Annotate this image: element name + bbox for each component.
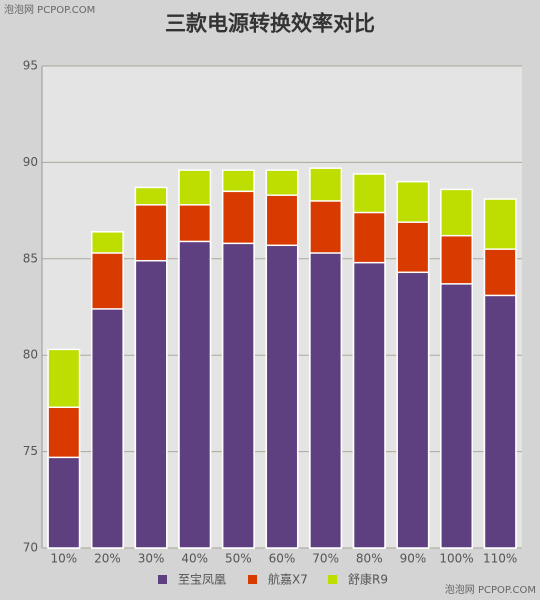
legend-label: 舒康R9 xyxy=(348,572,388,587)
x-tick-label: 10% xyxy=(50,552,77,566)
bar xyxy=(265,244,299,549)
x-tick-label: 20% xyxy=(94,552,121,566)
legend-swatch xyxy=(248,575,257,584)
watermark: 泡泡网 PCPOP.COM xyxy=(445,583,536,596)
y-tick-label: 85 xyxy=(23,251,38,265)
legend-label: 至宝凤凰 xyxy=(178,573,226,587)
watermark: 泡泡网 PCPOP.COM xyxy=(4,3,95,16)
bar xyxy=(396,271,430,549)
x-tick-label: 70% xyxy=(312,552,339,566)
bar xyxy=(178,240,212,549)
bar xyxy=(90,308,124,549)
bar xyxy=(134,259,168,549)
bar xyxy=(352,261,386,549)
bar xyxy=(309,252,343,549)
legend-swatch xyxy=(328,575,337,584)
x-tick-label: 110% xyxy=(483,552,517,566)
bar xyxy=(440,283,474,549)
bar xyxy=(47,456,81,549)
x-tick-label: 90% xyxy=(400,552,427,566)
x-tick-label: 80% xyxy=(356,552,383,566)
legend-swatch xyxy=(158,575,167,584)
chart-title: 三款电源转换效率对比 xyxy=(165,11,375,36)
x-tick-label: 50% xyxy=(225,552,252,566)
x-tick-label: 30% xyxy=(138,552,165,566)
y-tick-label: 70 xyxy=(23,541,38,555)
y-tick-label: 75 xyxy=(23,444,38,458)
y-tick-label: 80 xyxy=(23,348,38,362)
legend-label: 航嘉X7 xyxy=(268,572,308,587)
x-tick-label: 40% xyxy=(181,552,208,566)
y-tick-label: 95 xyxy=(23,59,38,73)
bar xyxy=(483,294,517,549)
x-tick-label: 100% xyxy=(439,552,473,566)
bar xyxy=(221,242,255,549)
x-tick-label: 60% xyxy=(269,552,296,566)
y-tick-label: 90 xyxy=(23,155,38,169)
